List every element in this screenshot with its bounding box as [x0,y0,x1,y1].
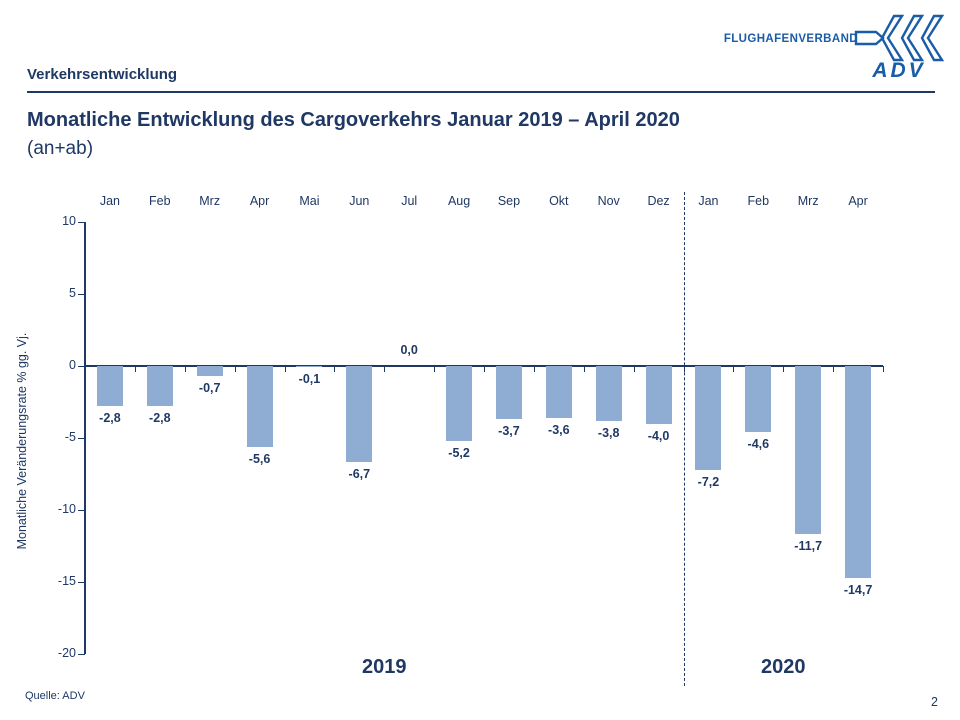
header-rule [27,91,935,93]
year-label: 2019 [362,656,407,678]
page-number: 2 [931,695,938,709]
y-axis-tick-label: 5 [69,286,76,300]
month-label: Mai [299,194,320,208]
value-label: 0,0 [400,343,418,357]
y-axis-line [84,222,86,654]
value-label: -5,2 [448,445,470,460]
bar [595,366,622,421]
y-axis-tick-label: 0 [69,358,76,372]
y-axis-tick [78,293,85,295]
category-tick [583,366,585,372]
value-label: -3,7 [498,424,520,439]
value-label: -4,6 [747,437,770,452]
y-axis-tick [78,437,85,439]
month-label: Feb [747,194,770,208]
bar [96,366,123,407]
y-axis-title: Monatliche Veränderungsrate % gg. Vj. [15,332,29,550]
logo-acronym: ADV [872,59,926,82]
y-axis-tick-label: 10 [62,214,76,228]
kicker: Verkehrsentwicklung [27,66,178,83]
category-tick [633,366,635,372]
bar [346,366,373,463]
category-tick [384,366,386,372]
logo-org-text: FLUGHAFENVERBAND [723,33,858,45]
month-label: Sep [497,194,521,208]
category-tick [184,366,186,372]
bar [246,366,273,447]
month-label: Nov [597,194,620,208]
month-label: Feb [149,194,171,208]
value-label: -7,2 [697,474,720,489]
category-tick [733,366,735,372]
category-tick [783,366,785,372]
month-label: Jan [99,194,121,208]
value-label: -6,7 [348,467,371,482]
slide-subtitle: (an+ab) [27,138,94,159]
month-label: Dez [647,194,670,208]
category-tick [533,366,535,372]
month-label: Jan [698,194,719,208]
y-axis-tick-label: -15 [57,574,76,588]
value-label: -2,8 [99,411,121,426]
value-label: -3,6 [548,422,570,437]
y-axis-tick [78,221,85,223]
year-separator-line [683,192,685,686]
month-label: Mrz [199,194,221,208]
bar [146,366,173,407]
category-tick [134,366,136,372]
category-tick [434,366,436,372]
category-tick [883,366,884,372]
month-label: Jun [349,194,370,208]
value-label: -5,6 [248,451,271,466]
bar [845,366,872,578]
month-label: Mrz [797,194,819,208]
y-axis-tick-label: -20 [57,646,76,660]
y-axis-tick-label: -5 [64,430,76,444]
bar [196,366,223,377]
bar [645,366,672,424]
year-label: 2020 [761,656,806,678]
bar [545,366,572,418]
category-tick [334,366,336,372]
bar [495,366,522,420]
value-label: -11,7 [794,539,823,554]
category-tick [833,366,835,372]
month-label: Jul [401,194,418,208]
month-label: Aug [447,194,471,208]
y-axis-tick [78,509,85,511]
value-label: -0,1 [298,372,321,387]
y-axis-tick [78,365,85,367]
value-label: -3,8 [597,425,620,440]
month-label: Apr [249,194,270,208]
y-axis-tick-label: -10 [57,502,76,516]
category-tick [484,366,485,372]
value-label: -4,0 [647,428,670,443]
bar [745,366,772,433]
source-note: Quelle: ADV [25,690,85,702]
category-tick [284,366,286,372]
slide-title: Monatliche Entwicklung des Cargoverkehrs… [27,109,680,131]
category-tick [234,366,236,372]
value-label: -14,7 [843,582,873,597]
y-axis-tick [78,581,85,583]
bar [695,366,722,470]
triple-chevron-left-arrow-icon [854,14,945,62]
month-label: Okt [549,194,569,208]
value-label: -2,8 [149,411,171,426]
value-label: -0,7 [198,381,221,396]
bar [446,366,473,441]
bar [795,366,822,535]
month-label: Apr [848,194,868,208]
bar [296,366,323,368]
y-axis-tick [78,653,85,655]
